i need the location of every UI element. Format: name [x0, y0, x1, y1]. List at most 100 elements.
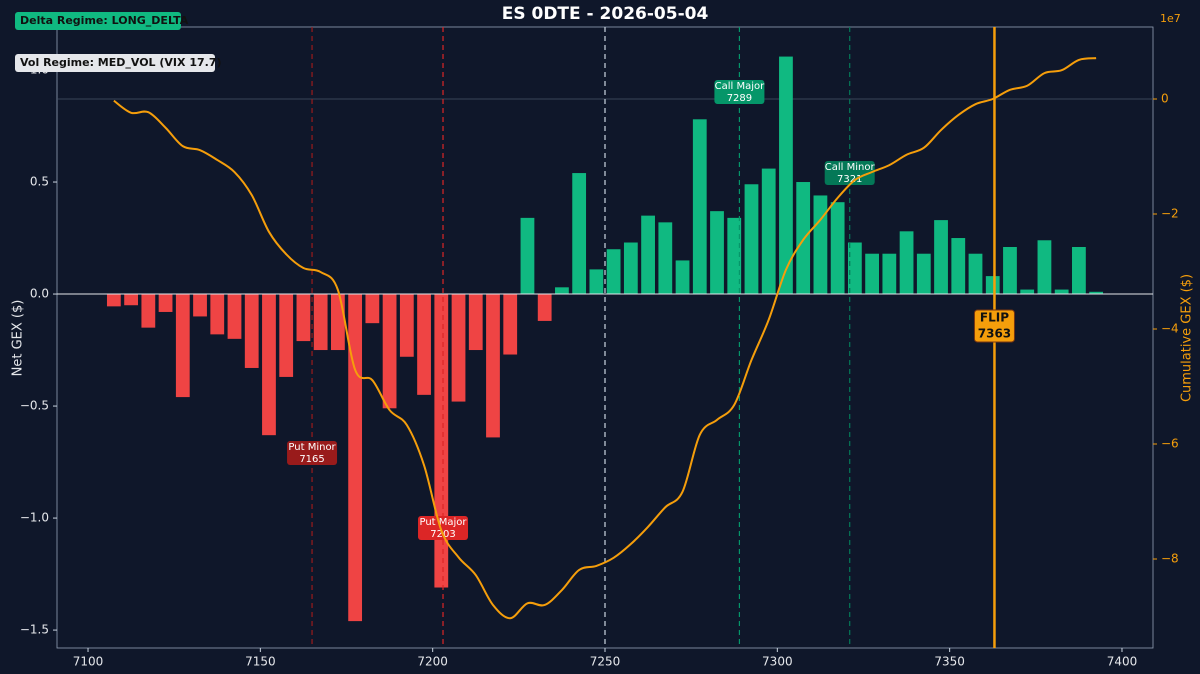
- y2-tick-label: −2: [1161, 206, 1179, 220]
- y-tick-label: −1.5: [20, 623, 49, 637]
- bar: [744, 184, 759, 295]
- bar: [916, 253, 931, 295]
- bar: [468, 294, 483, 351]
- bar: [124, 294, 138, 306]
- level-name: FLIP: [980, 311, 1009, 325]
- bar: [623, 242, 638, 295]
- level-name: Call Minor: [825, 162, 876, 173]
- bar: [779, 56, 793, 295]
- y2-tick-label: −6: [1161, 436, 1179, 450]
- level-name: Put Minor: [288, 442, 336, 453]
- y-tick-label: −1.0: [20, 511, 49, 525]
- bar: [796, 182, 811, 295]
- bar: [882, 253, 897, 295]
- bar: [399, 294, 414, 357]
- bar: [296, 294, 311, 342]
- bar: [968, 253, 983, 295]
- bar: [382, 294, 397, 409]
- bar: [658, 222, 673, 295]
- level-value: 7321: [837, 174, 862, 185]
- bar: [985, 276, 1000, 295]
- level-name: Put Major: [419, 517, 467, 528]
- bar: [951, 238, 966, 295]
- y2-tick-label: 0: [1161, 91, 1169, 105]
- y2-tick-label: −8: [1161, 551, 1179, 565]
- bar: [451, 294, 466, 402]
- level-label-box: [287, 441, 338, 465]
- bar: [606, 249, 621, 295]
- bar: [503, 294, 518, 355]
- x-tick-label: 7250: [590, 655, 621, 669]
- x-tick-label: 7350: [934, 655, 965, 669]
- bar: [244, 294, 259, 368]
- level-label-box: [714, 80, 765, 104]
- y2-axis-label: Cumulative GEX ($): [1180, 274, 1195, 402]
- bar: [710, 211, 724, 295]
- level-label-box: [418, 516, 469, 540]
- bar: [279, 294, 294, 377]
- x-tick-label: 7100: [73, 655, 104, 669]
- bar: [141, 294, 156, 328]
- bar: [1054, 289, 1069, 295]
- y2-scale-label: 1e7: [1160, 12, 1181, 25]
- bar: [641, 215, 655, 295]
- bar: [934, 220, 948, 295]
- bar: [331, 294, 345, 351]
- bar: [175, 294, 190, 398]
- level-value: 7165: [299, 454, 324, 465]
- bar: [830, 202, 845, 295]
- bar: [1089, 291, 1104, 295]
- x-tick-label: 7300: [762, 655, 793, 669]
- y-tick-label: 0.5: [30, 175, 49, 189]
- bar: [537, 294, 552, 321]
- bar: [555, 287, 569, 295]
- chart-title: ES 0DTE - 2026-05-04: [502, 4, 709, 24]
- bar: [1020, 289, 1035, 295]
- bar: [675, 260, 690, 295]
- level-label-box: [973, 309, 1015, 343]
- level-label: FLIP 7363: [973, 309, 1015, 343]
- level-value: 7289: [727, 93, 752, 104]
- badge-text: Vol Regime: MED_VOL (VIX 17.7): [20, 56, 222, 69]
- y-tick-label: −0.5: [20, 399, 49, 413]
- y-axis-label: Net GEX ($): [11, 300, 26, 377]
- bar: [158, 294, 173, 312]
- regime-badge: Vol Regime: MED_VOL (VIX 17.7): [15, 54, 222, 72]
- bar: [813, 195, 828, 295]
- level-name: Call Major: [715, 81, 765, 92]
- bar: [847, 242, 862, 295]
- bar: [865, 253, 879, 295]
- regime-badge: Delta Regime: LONG_DELTA: [15, 12, 189, 30]
- bar: [1003, 246, 1017, 295]
- badge-text: Delta Regime: LONG_DELTA: [20, 14, 189, 27]
- x-tick-label: 7200: [417, 655, 448, 669]
- x-tick-label: 7400: [1107, 655, 1138, 669]
- bar: [692, 119, 707, 295]
- y-tick-label: 0.0: [30, 287, 49, 301]
- bar: [227, 294, 242, 339]
- bar: [520, 217, 535, 295]
- y2-tick-label: −4: [1161, 321, 1179, 335]
- bar: [761, 168, 776, 295]
- bar: [313, 294, 328, 351]
- bar: [106, 294, 121, 307]
- bar: [365, 294, 380, 324]
- bar: [210, 294, 225, 335]
- bar: [589, 269, 604, 295]
- bar: [1037, 240, 1052, 295]
- bar: [1072, 246, 1086, 295]
- cumulative-line: [113, 57, 1097, 620]
- x-tick-label: 7150: [245, 655, 276, 669]
- bar: [572, 173, 587, 295]
- bar: [348, 294, 363, 622]
- bar: [486, 294, 500, 438]
- bar: [417, 294, 431, 395]
- bar: [434, 294, 449, 588]
- level-label-box: [824, 161, 875, 185]
- bar: [727, 217, 742, 295]
- bar: [193, 294, 207, 317]
